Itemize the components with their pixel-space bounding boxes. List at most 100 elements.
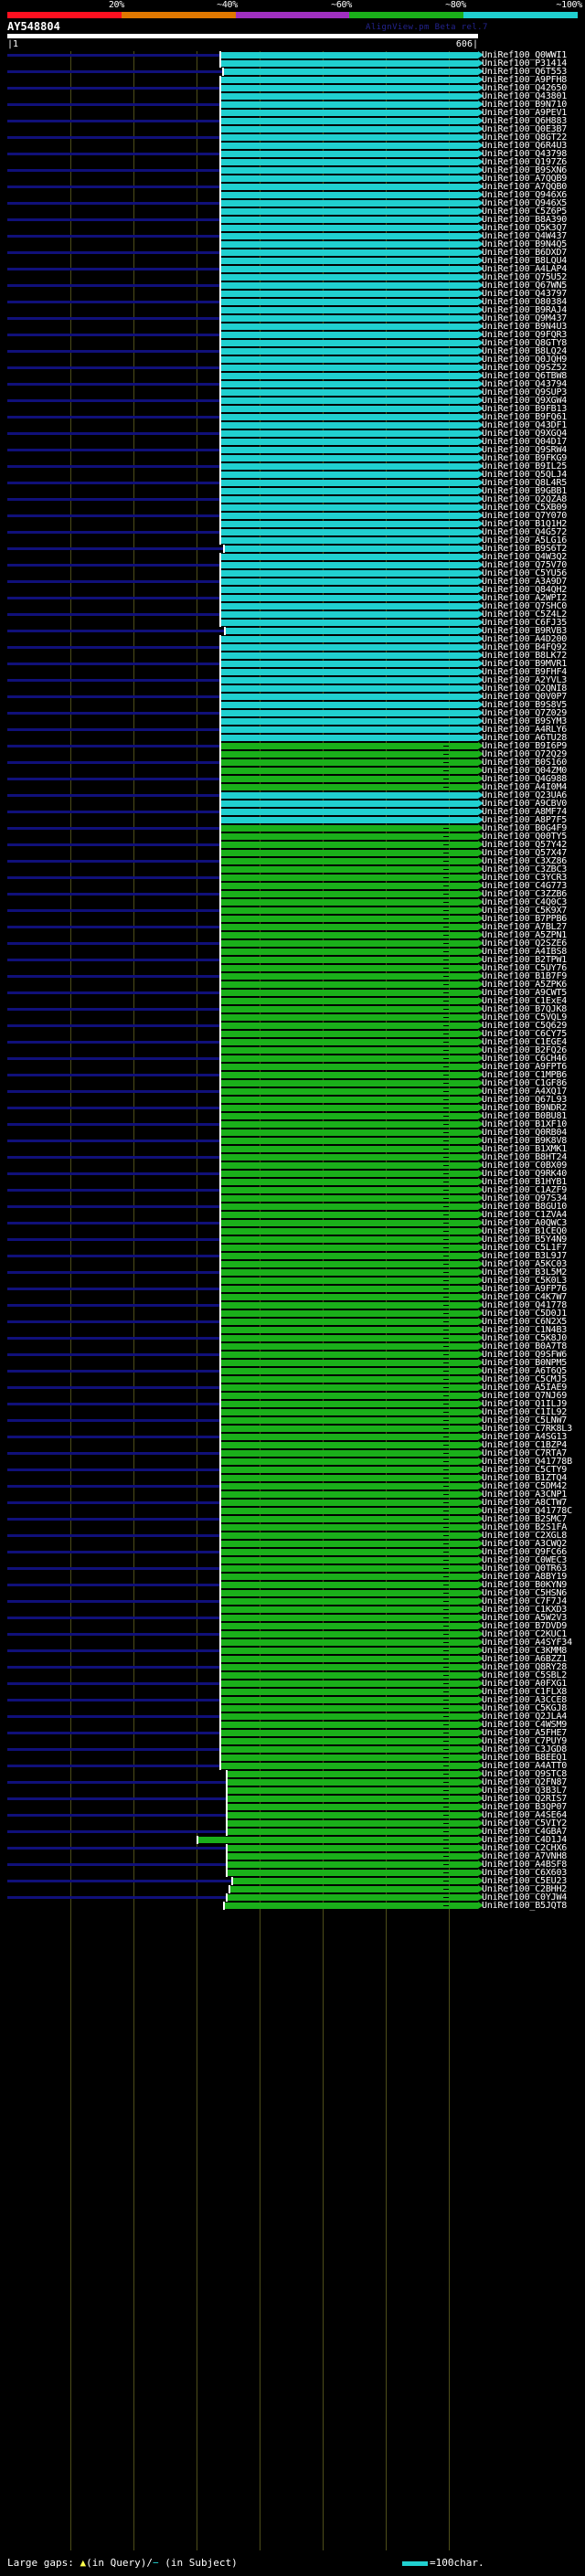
hsp-bar[interactable] [221, 1154, 478, 1161]
hsp-bar[interactable] [221, 93, 478, 100]
hsp-bar[interactable] [221, 1639, 478, 1646]
alignment-row[interactable]: UniRef100_C7F7J4 [0, 1596, 585, 1606]
hsp-bar[interactable] [221, 1327, 478, 1333]
alignment-row[interactable]: UniRef100_A8MF74 [0, 807, 585, 817]
alignment-row[interactable]: UniRef100_A2WPI2 [0, 593, 585, 603]
hit-accession-label[interactable]: UniRef100_Q67WN5 [482, 281, 568, 291]
hsp-bar[interactable] [221, 850, 478, 856]
hit-accession-label[interactable]: UniRef100_Q6T553 [482, 67, 568, 77]
hsp-bar[interactable] [221, 792, 478, 799]
alignment-row[interactable]: UniRef100_B9FB13 [0, 404, 585, 414]
hit-accession-label[interactable]: UniRef100_C6CY75 [482, 1029, 568, 1039]
hsp-bar[interactable] [221, 77, 478, 83]
hsp-bar[interactable] [221, 1138, 478, 1144]
hsp-bar[interactable] [221, 1491, 478, 1498]
hit-accession-label[interactable]: UniRef100_A4I0M4 [482, 782, 568, 792]
hit-accession-label[interactable]: UniRef100_C5XB09 [482, 503, 568, 513]
alignment-row[interactable]: UniRef100_B0S160 [0, 758, 585, 768]
alignment-row[interactable]: UniRef100_Q9XGQ4 [0, 429, 585, 439]
alignment-row[interactable]: UniRef100_Q41778C [0, 1506, 585, 1516]
alignment-row[interactable]: UniRef100_A5ZPN1 [0, 930, 585, 940]
alignment-row[interactable]: UniRef100_C4D1J4 [0, 1835, 585, 1845]
alignment-row[interactable]: UniRef100_B8EEQ1 [0, 1753, 585, 1763]
hsp-bar[interactable] [198, 1837, 478, 1843]
hsp-bar[interactable] [221, 266, 478, 272]
hit-accession-label[interactable]: UniRef100_B3L5M2 [482, 1267, 568, 1277]
hsp-bar[interactable] [221, 1532, 478, 1539]
alignment-row[interactable]: UniRef100_B1Q1H2 [0, 519, 585, 529]
hsp-bar[interactable] [221, 332, 478, 338]
hit-accession-label[interactable]: UniRef100_C1ZVA4 [482, 1210, 568, 1220]
alignment-row[interactable]: UniRef100_C3ZZB6 [0, 889, 585, 899]
hit-accession-label[interactable]: UniRef100_Q41778B [482, 1457, 572, 1467]
alignment-row[interactable]: UniRef100_Q0E3B7 [0, 124, 585, 134]
hsp-bar[interactable] [221, 307, 478, 313]
hit-accession-label[interactable]: UniRef100_C6FJ35 [482, 618, 568, 628]
alignment-row[interactable]: UniRef100_Q9FQR3 [0, 330, 585, 340]
alignment-row[interactable]: UniRef100_Q5QLJ4 [0, 470, 585, 480]
alignment-row[interactable]: UniRef100_Q67L93 [0, 1095, 585, 1105]
hsp-bar[interactable] [221, 348, 478, 355]
alignment-row[interactable]: UniRef100_A4ATT0 [0, 1761, 585, 1771]
hsp-bar[interactable] [221, 1450, 478, 1457]
hit-accession-label[interactable]: UniRef100_A7VNH8 [482, 1851, 568, 1861]
hsp-bar[interactable] [221, 1055, 478, 1062]
alignment-row[interactable]: UniRef100_B1HYB1 [0, 1177, 585, 1187]
alignment-row[interactable]: UniRef100_C6N2X5 [0, 1317, 585, 1327]
hsp-bar[interactable] [221, 940, 478, 947]
hsp-bar[interactable] [221, 1343, 478, 1350]
hit-accession-label[interactable]: UniRef100_C7RK8L3 [482, 1424, 572, 1434]
hsp-bar[interactable] [221, 866, 478, 873]
hit-accession-label[interactable]: UniRef100_Q43794 [482, 379, 568, 389]
hsp-bar[interactable] [221, 1384, 478, 1391]
alignment-row[interactable]: UniRef100_Q8RY28 [0, 1662, 585, 1672]
alignment-row[interactable]: UniRef100_A9FP76 [0, 1284, 585, 1294]
hit-accession-label[interactable]: UniRef100_Q4W437 [482, 231, 568, 241]
alignment-row[interactable]: UniRef100_C3KMM8 [0, 1646, 585, 1656]
hsp-bar[interactable] [221, 1615, 478, 1621]
hsp-bar[interactable] [221, 1302, 478, 1309]
hsp-bar[interactable] [221, 1409, 478, 1415]
hit-accession-label[interactable]: UniRef100_A9FPT6 [482, 1062, 568, 1072]
hit-accession-label[interactable]: UniRef100_B9N4U3 [482, 322, 568, 332]
alignment-row[interactable]: UniRef100_Q9SUP3 [0, 387, 585, 398]
hsp-bar[interactable] [221, 1245, 478, 1251]
hit-accession-label[interactable]: UniRef100_C2KUC1 [482, 1629, 568, 1639]
hit-accession-label[interactable]: UniRef100_Q6R4U3 [482, 141, 568, 151]
hit-accession-label[interactable]: UniRef100_C2BHH2 [482, 1884, 568, 1894]
hsp-bar[interactable] [221, 1080, 478, 1087]
hsp-bar[interactable] [228, 1779, 478, 1786]
hsp-bar[interactable] [225, 546, 478, 552]
alignment-row[interactable]: UniRef100_B9N4Q5 [0, 239, 585, 249]
alignment-row[interactable]: UniRef100_Q5K3Q7 [0, 223, 585, 233]
hit-accession-label[interactable]: UniRef100_B2TPW1 [482, 955, 568, 965]
hsp-bar[interactable] [221, 1310, 478, 1317]
hit-accession-label[interactable]: UniRef100_C1KXD3 [482, 1605, 568, 1615]
hit-accession-label[interactable]: UniRef100_C6N2X5 [482, 1317, 568, 1327]
alignment-row[interactable]: UniRef100_B1XMK1 [0, 1144, 585, 1154]
hit-accession-label[interactable]: UniRef100_C5CTY9 [482, 1465, 568, 1475]
alignment-row[interactable]: UniRef100_B9MVR1 [0, 659, 585, 669]
hsp-bar[interactable] [221, 652, 478, 659]
hsp-bar[interactable] [228, 1894, 478, 1901]
hsp-bar[interactable] [221, 710, 478, 716]
alignment-row[interactable]: UniRef100_Q9XGW4 [0, 396, 585, 406]
alignment-row[interactable]: UniRef100_C7PUY9 [0, 1736, 585, 1746]
hit-accession-label[interactable]: UniRef100_A4D200 [482, 634, 568, 644]
hit-accession-label[interactable]: UniRef100_B2S1FA [482, 1522, 568, 1532]
alignment-row[interactable]: UniRef100_Q9M437 [0, 313, 585, 323]
alignment-row[interactable]: UniRef100_Q2FN87 [0, 1777, 585, 1787]
hsp-bar[interactable] [221, 735, 478, 741]
hsp-bar[interactable] [221, 1195, 478, 1202]
hsp-bar[interactable] [221, 595, 478, 601]
hsp-bar[interactable] [221, 1738, 478, 1744]
hit-accession-label[interactable]: UniRef100_Q2QNI8 [482, 684, 568, 694]
hsp-bar[interactable] [221, 282, 478, 289]
alignment-row[interactable]: UniRef100_C5LNW7 [0, 1415, 585, 1426]
alignment-row[interactable]: UniRef100_B8LK72 [0, 651, 585, 661]
alignment-row[interactable]: UniRef100_Q9SZ52 [0, 363, 585, 373]
hit-accession-label[interactable]: UniRef100_A2YVL3 [482, 675, 568, 685]
hsp-bar[interactable] [221, 406, 478, 412]
hit-accession-label[interactable]: UniRef100_A4BSF8 [482, 1860, 568, 1870]
alignment-row[interactable]: UniRef100_C1N4B3 [0, 1325, 585, 1335]
